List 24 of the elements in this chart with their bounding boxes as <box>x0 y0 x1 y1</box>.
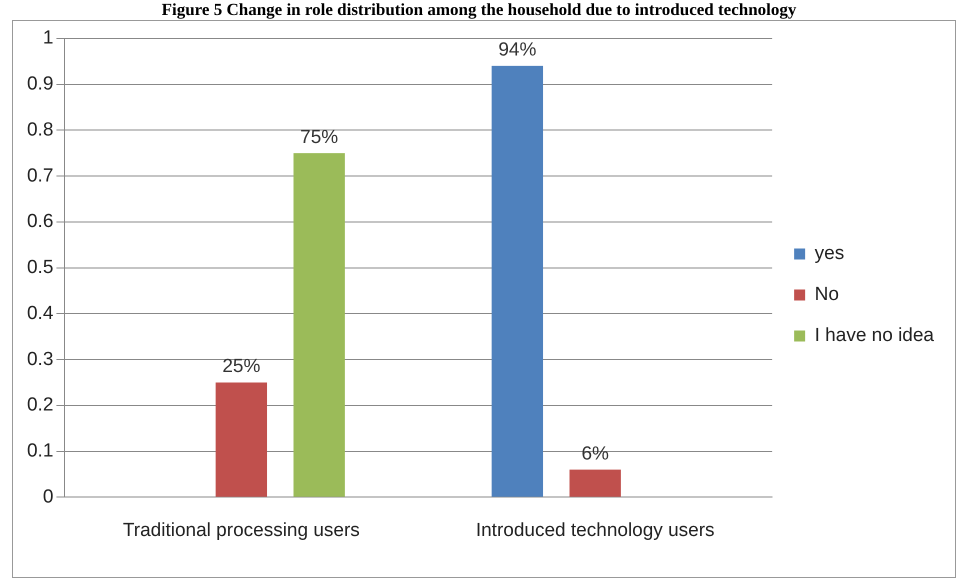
y-tick-label: 0.7 <box>26 165 54 186</box>
y-tick-label: 0 <box>42 486 54 508</box>
chart-title: Figure 5 Change in role distribution among the household due to introduced technology <box>160 0 798 20</box>
y-tick-label: 0.5 <box>26 257 54 278</box>
bar <box>216 382 268 497</box>
data-label: 94% <box>498 40 536 61</box>
y-tick-label: 0.9 <box>26 74 54 95</box>
legend-label: yes <box>814 243 844 264</box>
legend-label: I have no idea <box>814 325 934 346</box>
data-label: 75% <box>300 126 338 148</box>
x-tick-label: Traditional processing users <box>122 520 360 541</box>
y-tick-label: 0.8 <box>26 119 54 140</box>
y-tick-label: 0.2 <box>26 394 54 416</box>
bar <box>492 66 544 497</box>
x-tick-label: Introduced technology users <box>476 520 715 541</box>
y-tick-label: 0.1 <box>26 440 54 462</box>
y-tick-label: 0.6 <box>26 211 54 232</box>
bar <box>294 153 345 497</box>
legend-label: No <box>814 284 839 306</box>
data-label: 25% <box>222 356 260 378</box>
y-tick-label: 1 <box>42 28 54 49</box>
bar <box>570 470 621 497</box>
y-tick-label: 0.4 <box>26 302 54 324</box>
y-tick-label: 0.3 <box>26 348 54 370</box>
